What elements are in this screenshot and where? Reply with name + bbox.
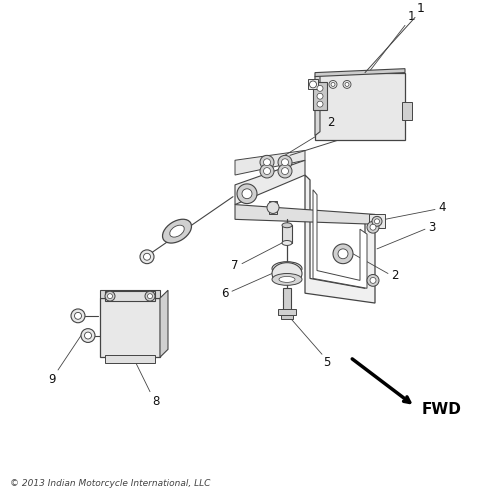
Circle shape [148, 294, 152, 298]
Circle shape [264, 168, 270, 174]
Bar [142, 254, 152, 260]
Polygon shape [315, 72, 320, 136]
Circle shape [145, 291, 155, 301]
Text: 5: 5 [323, 356, 330, 369]
Circle shape [144, 254, 150, 260]
Circle shape [84, 332, 91, 339]
Bar [402, 102, 412, 120]
Text: 4: 4 [438, 201, 446, 214]
Circle shape [278, 156, 292, 169]
Circle shape [74, 312, 82, 320]
Bar [313, 82, 327, 110]
Circle shape [264, 159, 270, 166]
Polygon shape [235, 160, 305, 204]
Circle shape [338, 249, 348, 258]
Circle shape [317, 86, 323, 91]
Ellipse shape [282, 240, 292, 246]
Bar [105, 355, 155, 363]
Polygon shape [235, 204, 375, 225]
Circle shape [317, 101, 323, 107]
Text: 9: 9 [48, 373, 56, 386]
Circle shape [140, 250, 154, 264]
Circle shape [333, 244, 353, 264]
Bar [308, 80, 318, 90]
Bar [283, 288, 291, 312]
Circle shape [367, 222, 379, 233]
Bar [315, 72, 405, 140]
Ellipse shape [170, 225, 184, 237]
Text: 8: 8 [152, 394, 160, 407]
Circle shape [81, 328, 95, 342]
Text: 6: 6 [222, 286, 229, 300]
Ellipse shape [282, 223, 292, 228]
Text: 1: 1 [408, 10, 416, 24]
Text: 2: 2 [391, 269, 398, 282]
Bar [278, 309, 296, 315]
Polygon shape [315, 68, 405, 76]
Polygon shape [313, 190, 367, 288]
Circle shape [317, 94, 323, 99]
Text: 2: 2 [327, 116, 334, 128]
Circle shape [345, 82, 349, 86]
Ellipse shape [272, 262, 302, 284]
Circle shape [343, 80, 351, 88]
Ellipse shape [272, 262, 302, 276]
Ellipse shape [279, 276, 295, 282]
Text: 1: 1 [417, 2, 425, 15]
Circle shape [237, 184, 257, 204]
Circle shape [331, 82, 335, 86]
Circle shape [242, 189, 252, 198]
Bar [269, 200, 277, 214]
Circle shape [260, 164, 274, 178]
Ellipse shape [162, 219, 192, 243]
Polygon shape [235, 150, 305, 175]
Ellipse shape [272, 274, 302, 285]
Bar [282, 225, 292, 243]
Circle shape [282, 168, 288, 174]
Polygon shape [160, 290, 168, 357]
Circle shape [278, 164, 292, 178]
Polygon shape [100, 290, 160, 298]
Bar [105, 291, 155, 301]
Circle shape [105, 291, 115, 301]
Bar [281, 315, 293, 319]
Circle shape [108, 294, 112, 298]
Polygon shape [305, 175, 375, 303]
Circle shape [374, 219, 380, 224]
Text: 7: 7 [232, 259, 239, 272]
Bar [369, 214, 385, 228]
Polygon shape [100, 298, 160, 357]
Circle shape [310, 81, 316, 88]
Circle shape [329, 80, 337, 88]
Circle shape [370, 278, 376, 283]
Text: © 2013 Indian Motorcycle International, LLC: © 2013 Indian Motorcycle International, … [10, 479, 210, 488]
Circle shape [372, 216, 382, 226]
Circle shape [267, 202, 279, 213]
Circle shape [370, 224, 376, 230]
Circle shape [282, 159, 288, 166]
Circle shape [367, 274, 379, 286]
Circle shape [71, 309, 85, 322]
Circle shape [260, 156, 274, 169]
Text: FWD: FWD [422, 402, 462, 417]
Text: 3: 3 [428, 220, 436, 234]
